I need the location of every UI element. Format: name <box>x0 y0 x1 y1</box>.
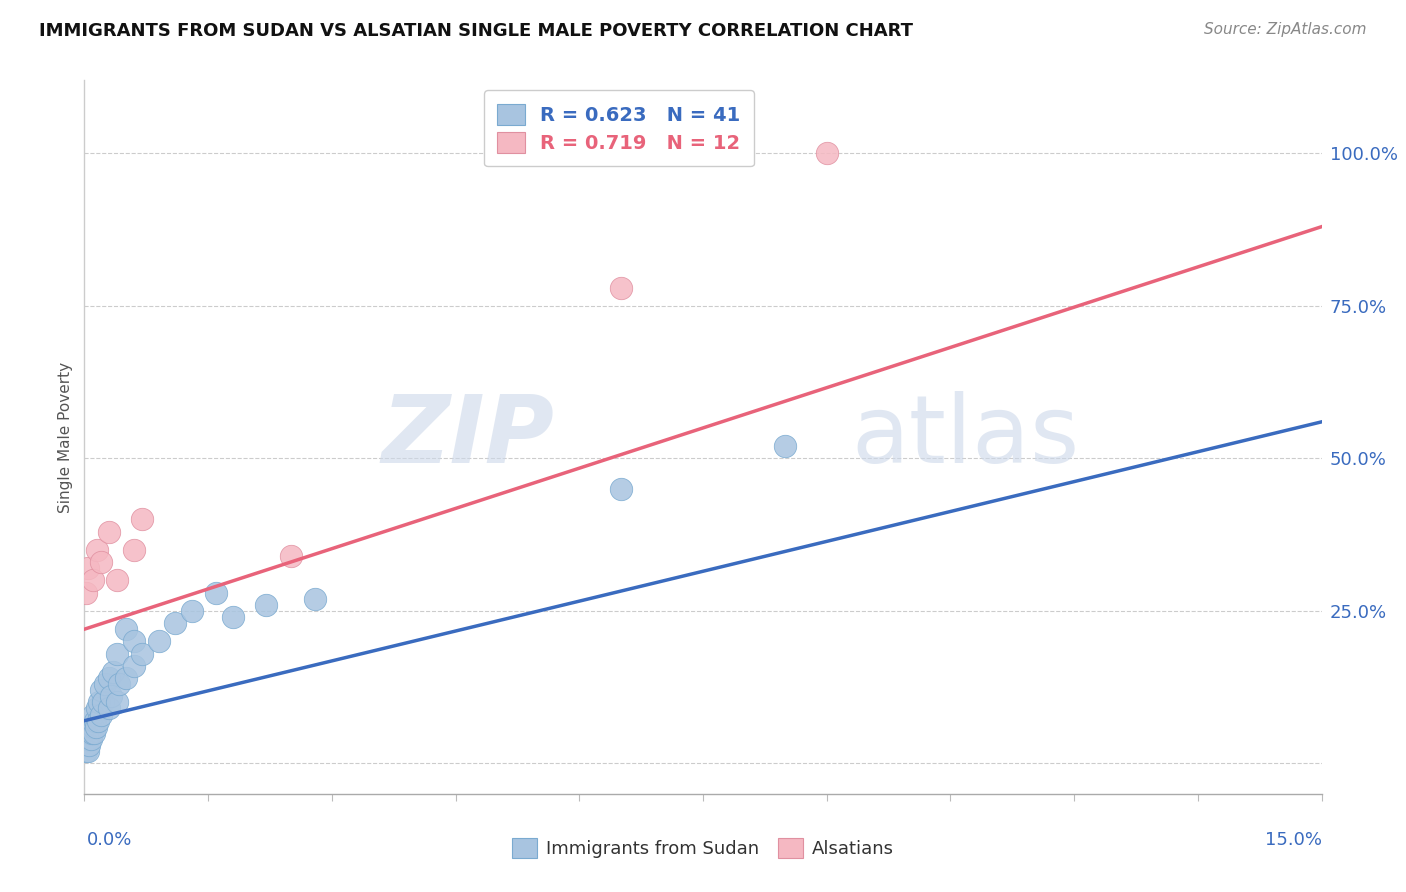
Point <box>79 726 101 740</box>
Point <box>77 561 100 575</box>
Text: IMMIGRANTS FROM SUDAN VS ALSATIAN SINGLE MALE POVERTY CORRELATION CHART: IMMIGRANTS FROM SUDAN VS ALSATIAN SINGLE… <box>39 22 914 40</box>
Point <box>105 647 128 661</box>
Point <box>165 616 187 631</box>
Point <box>84 714 107 728</box>
Y-axis label: Single Male Poverty: Single Male Poverty <box>58 361 73 513</box>
Point <box>90 707 112 722</box>
Point <box>80 726 103 740</box>
Point <box>205 585 228 599</box>
Point <box>82 707 104 722</box>
Point <box>105 574 128 588</box>
Point <box>280 549 302 563</box>
Text: ZIP: ZIP <box>381 391 554 483</box>
Text: Source: ZipAtlas.com: Source: ZipAtlas.com <box>1204 22 1367 37</box>
Point <box>76 738 98 752</box>
Point <box>122 658 145 673</box>
Point <box>90 683 112 698</box>
Point <box>83 726 105 740</box>
Point <box>609 482 631 496</box>
Point <box>108 677 131 691</box>
Point <box>80 731 103 746</box>
Point <box>180 604 202 618</box>
Point <box>98 701 121 715</box>
Point <box>148 634 170 648</box>
Point <box>103 665 125 679</box>
Point <box>86 542 108 557</box>
Point <box>76 744 98 758</box>
Point <box>82 720 104 734</box>
Point <box>131 647 153 661</box>
Point <box>222 610 245 624</box>
Point <box>84 720 107 734</box>
Point <box>114 671 136 685</box>
Point <box>775 439 797 453</box>
Point <box>77 731 100 746</box>
Point <box>122 634 145 648</box>
Text: atlas: atlas <box>852 391 1080 483</box>
Point <box>79 738 101 752</box>
Point <box>304 591 326 606</box>
Legend: Immigrants from Sudan, Alsatians: Immigrants from Sudan, Alsatians <box>503 829 903 867</box>
Point <box>90 555 112 569</box>
Text: 0.0%: 0.0% <box>87 831 132 849</box>
Point <box>100 690 122 704</box>
Point <box>91 695 114 709</box>
Point <box>122 542 145 557</box>
Point <box>815 146 838 161</box>
Point <box>609 280 631 294</box>
Point <box>254 598 277 612</box>
Text: 15.0%: 15.0% <box>1264 831 1322 849</box>
Point <box>98 524 121 539</box>
Point <box>131 512 153 526</box>
Point <box>75 585 97 599</box>
Point <box>94 677 117 691</box>
Point <box>98 671 121 685</box>
Point <box>114 622 136 636</box>
Point <box>75 744 97 758</box>
Point <box>86 701 108 715</box>
Point <box>89 695 111 709</box>
Point <box>105 695 128 709</box>
Point <box>82 574 104 588</box>
Point <box>86 714 108 728</box>
